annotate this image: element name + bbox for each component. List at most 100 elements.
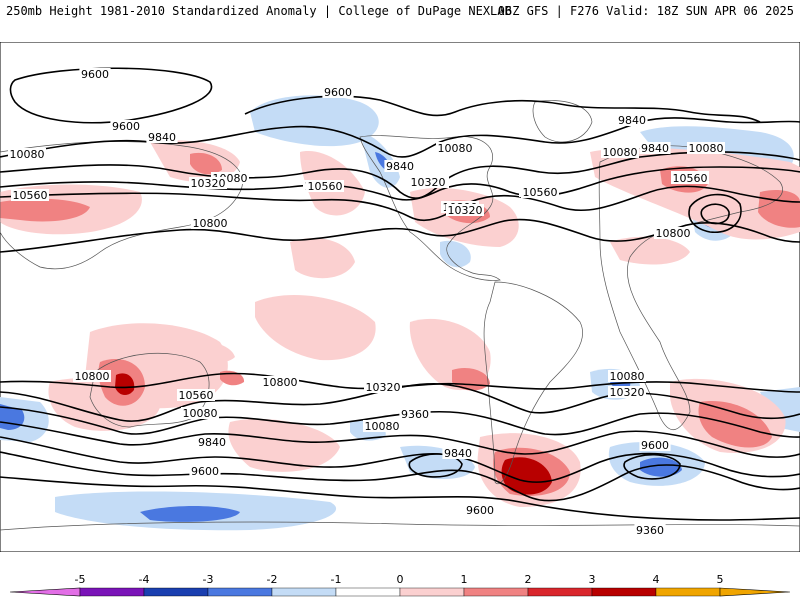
contour-label-10320: 10320 — [366, 381, 401, 394]
contour-label-10560: 10560 — [179, 389, 214, 402]
colorbar: -5 -4 -3 -2 -1 0 1 2 3 4 5 — [9, 573, 791, 597]
colorbar-segments — [9, 587, 791, 597]
contour-label-10320: 10320 — [411, 176, 446, 189]
contour-9600-south — [0, 451, 800, 502]
colorbar-segment — [79, 587, 145, 597]
contour-label-background — [79, 68, 111, 80]
contour-label-9600: 9600 — [466, 504, 494, 517]
colorbar-tick-label: 2 — [525, 573, 532, 586]
anomaly-region-positive — [228, 418, 340, 472]
contour-label-background — [671, 172, 709, 184]
contour-label-10800: 10800 — [263, 376, 298, 389]
contour-label-9840: 9840 — [198, 436, 226, 449]
contour-labels: 9600 9600 9600 9840 9840 10080 10080 10080 10320… — [8, 68, 725, 537]
contour-label-9840: 9840 — [641, 142, 669, 155]
anomaly-region-positive — [170, 340, 235, 364]
colorbar-segment — [335, 587, 401, 597]
anomaly-region-extreme-positive — [501, 457, 552, 495]
contour-label-10080: 10080 — [610, 370, 645, 383]
contour-label-10560: 10560 — [673, 172, 708, 185]
contour-label-background — [181, 407, 219, 419]
colorbar-segment — [207, 587, 273, 597]
contour-label-background — [409, 176, 447, 188]
contour-9600-north-2 — [244, 95, 761, 123]
anomaly-region-strong-negative — [640, 457, 682, 477]
contour-label-background — [261, 376, 299, 388]
contour-label-background — [146, 131, 178, 143]
anomaly-region-strong-positive — [0, 198, 90, 222]
contour-label-10560: 10560 — [13, 189, 48, 202]
colorbar-tick-label: 1 — [461, 573, 468, 586]
contour-label-background — [464, 504, 496, 516]
contour-10560-south — [0, 383, 800, 422]
colorbar-tick-label: 5 — [717, 573, 724, 586]
map-title: 250mb Height 1981-2010 Standardized Anom… — [6, 4, 512, 18]
contour-label-10080: 10080 — [438, 142, 473, 155]
contour-label-9600: 9600 — [324, 86, 352, 99]
contour-label-10320: 10320 — [610, 386, 645, 399]
contour-label-background — [322, 86, 354, 98]
contour-label-background — [608, 386, 646, 398]
colorbar-tick-label: 4 — [653, 573, 660, 586]
contour-label-9840: 9840 — [618, 114, 646, 127]
contour-label-background — [189, 465, 221, 477]
contour-9600-closed-south — [623, 453, 681, 480]
contour-label-background — [654, 227, 692, 239]
contour-label-background — [364, 381, 402, 393]
contour-label-10800: 10800 — [75, 370, 110, 383]
contour-9840-north — [0, 117, 800, 158]
contour-label-background — [399, 408, 431, 420]
contour-label-background — [687, 142, 725, 154]
contour-label-background — [177, 389, 215, 401]
colorbar-segment — [527, 587, 593, 597]
anomaly-region-strong-negative — [140, 506, 240, 522]
contour-9840-closed-south — [408, 453, 463, 478]
coastline-greenland — [532, 100, 593, 143]
anomaly-map: 9600 9600 9600 9840 9840 10080 10080 10080 10320… — [0, 42, 800, 552]
colorbar-tick-label: -5 — [75, 573, 86, 586]
coastline-north-america — [359, 135, 501, 281]
contour-label-background — [442, 447, 474, 459]
contour-label-background — [639, 439, 671, 451]
contour-label-background — [608, 370, 646, 382]
contour-label-background — [363, 420, 401, 432]
contour-label-9360: 9360 — [636, 524, 664, 537]
colorbar-segment — [399, 587, 465, 597]
colorbar-tick-labels: -5 -4 -3 -2 -1 0 1 2 3 4 5 — [75, 573, 724, 586]
contour-label-9600: 9600 — [191, 465, 219, 478]
colorbar-segment — [143, 587, 209, 597]
contour-label-9840: 9840 — [386, 160, 414, 173]
contour-label-10080: 10080 — [365, 420, 400, 433]
contour-label-background — [8, 148, 46, 160]
contour-10320-south — [0, 406, 800, 438]
anomaly-region-positive — [255, 294, 376, 361]
anomaly-region-strong-positive — [190, 152, 222, 175]
contour-label-10080: 10080 — [10, 148, 45, 161]
contour-label-background — [601, 146, 639, 158]
colorbar-segment — [591, 587, 657, 597]
contour-label-background — [73, 370, 111, 382]
contour-label-9600: 9600 — [81, 68, 109, 81]
colorbar-tick-label: -2 — [267, 573, 278, 586]
contour-label-9600: 9600 — [112, 120, 140, 133]
contour-label-background — [634, 524, 666, 536]
model-run-info: 06Z GFS | F276 Valid: 18Z SUN APR 06 202… — [497, 4, 794, 18]
contour-label-9840: 9840 — [444, 447, 472, 460]
contour-label-10800: 10800 — [193, 217, 228, 230]
anomaly-region-positive — [590, 147, 800, 240]
contour-low-europe — [688, 193, 742, 233]
contour-label-background — [639, 142, 671, 154]
colorbar-segment — [463, 587, 529, 597]
contour-label-background — [384, 160, 416, 172]
contour-label-9840: 9840 — [148, 131, 176, 144]
coastline-antarctica — [0, 521, 800, 531]
contour-label-10320: 10320 — [448, 204, 483, 217]
contour-label-background — [521, 186, 559, 198]
colorbar-tick-label: 3 — [589, 573, 596, 586]
anomaly-region-extreme-positive — [115, 373, 135, 396]
contour-10320-north — [0, 166, 800, 201]
colorbar-min-arrow — [9, 587, 81, 597]
colorbar-tick-label: -3 — [203, 573, 214, 586]
contour-9360-south — [0, 476, 800, 521]
contour-label-background — [616, 114, 648, 126]
